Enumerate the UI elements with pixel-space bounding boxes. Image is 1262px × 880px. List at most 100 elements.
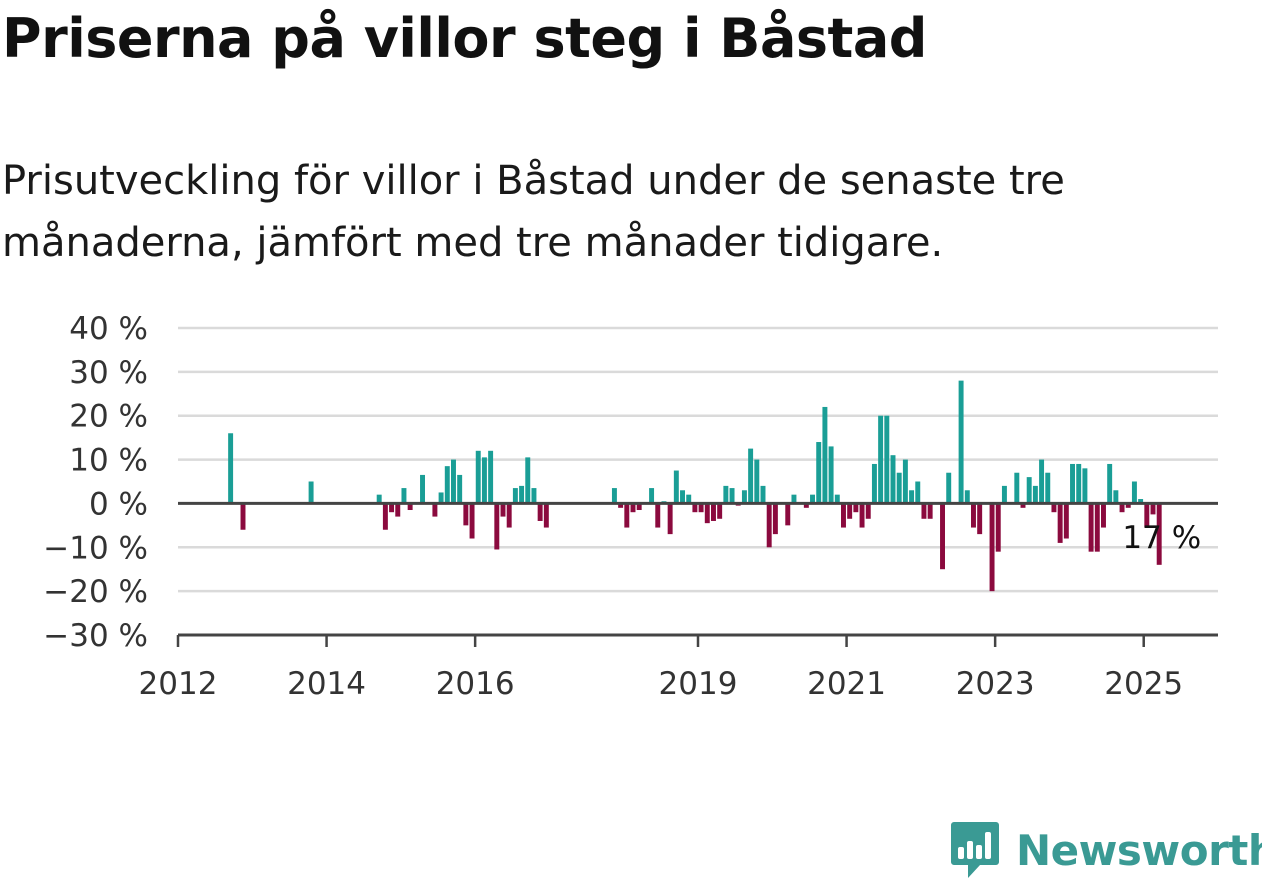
x-axis-labels: 2012 2014 2016 2019 2021 2023 2025 [139, 635, 1183, 702]
bar [1045, 472, 1051, 504]
bar [1076, 463, 1082, 504]
bar [1113, 490, 1119, 504]
bar [519, 485, 525, 504]
bar [810, 494, 815, 504]
y-tick-label: 30 % [69, 355, 148, 391]
bar [1020, 503, 1026, 508]
bar [667, 503, 673, 535]
bar [921, 503, 927, 519]
bar [475, 450, 481, 504]
bar [711, 503, 716, 521]
bar [488, 450, 494, 504]
bar [896, 472, 902, 504]
y-tick-label: −10 % [43, 530, 148, 566]
bar [717, 503, 723, 519]
bar [772, 503, 778, 535]
bar [828, 446, 834, 504]
bar [630, 503, 636, 513]
bar [618, 503, 624, 508]
bar [512, 488, 518, 504]
bar [611, 488, 617, 504]
bar [803, 503, 809, 508]
latest-value-label: 17 % [1122, 520, 1201, 556]
bar [909, 490, 915, 504]
chart-subtitle: Prisutveckling för villor i Båstad under… [2, 158, 1065, 266]
bar [946, 472, 952, 504]
bar [686, 494, 692, 504]
bar [834, 494, 840, 504]
bar [878, 415, 884, 504]
bar [395, 503, 401, 517]
bar [940, 503, 945, 570]
bar [537, 503, 543, 521]
bar [741, 490, 747, 504]
bar [1094, 503, 1100, 552]
bar [1057, 503, 1063, 543]
bar [407, 503, 413, 511]
bar [977, 503, 983, 535]
bar [754, 459, 760, 504]
bar [1125, 503, 1131, 508]
bar [376, 494, 382, 504]
y-tick-label: 40 % [69, 311, 148, 347]
bar [500, 503, 506, 517]
bar [729, 488, 735, 504]
bar [451, 459, 456, 504]
bar [1014, 472, 1020, 504]
bar [723, 485, 729, 504]
x-tick-label: 2014 [287, 666, 366, 702]
bar [1138, 499, 1144, 504]
bar [859, 503, 865, 528]
bar [958, 380, 964, 504]
bar [995, 503, 1001, 552]
bar [655, 503, 661, 528]
bar [704, 503, 710, 524]
y-tick-label: 20 % [69, 399, 148, 435]
bar [902, 459, 908, 504]
x-tick-label: 2023 [956, 666, 1035, 702]
bar [822, 406, 828, 504]
bar [432, 503, 438, 517]
bar [389, 503, 395, 513]
bar [1101, 503, 1106, 528]
bar [649, 488, 655, 504]
bar [481, 457, 487, 504]
bar [989, 503, 995, 592]
bar [680, 490, 685, 504]
bar [494, 503, 500, 550]
x-tick-label: 2012 [139, 666, 218, 702]
y-axis-labels: 40 % 30 % 20 % 10 % 0 % −10 % −20 % −30 % [43, 311, 148, 654]
bar [673, 470, 679, 504]
bar [401, 488, 407, 504]
bar [1150, 503, 1156, 515]
y-tick-label: 0 % [89, 486, 148, 522]
bar [692, 503, 698, 513]
bar [382, 503, 388, 530]
bar [531, 488, 537, 504]
bar [543, 503, 549, 528]
bar [1039, 459, 1045, 504]
bar [1082, 468, 1088, 504]
bar [444, 466, 450, 504]
bar [240, 503, 246, 530]
bar [853, 503, 859, 513]
bar [469, 503, 475, 539]
bar [1032, 485, 1038, 504]
brand-name: Newsworthy [1016, 825, 1262, 875]
bar [847, 503, 853, 519]
y-tick-label: −30 % [43, 618, 148, 654]
bar [1070, 463, 1075, 504]
bar [760, 485, 766, 504]
bar [1119, 503, 1125, 513]
bar [1026, 477, 1032, 504]
bar [748, 448, 754, 504]
bar [785, 503, 791, 526]
price-change-bar-chart: 40 %30 %20 %10 %0 %−10 %−20 %−30 % 2012 2… [43, 311, 1218, 702]
bar [624, 503, 630, 528]
bar [438, 492, 444, 504]
bar [1051, 503, 1057, 513]
bar [816, 442, 822, 504]
bar [871, 463, 877, 504]
bar [964, 490, 970, 504]
bar [228, 433, 234, 504]
